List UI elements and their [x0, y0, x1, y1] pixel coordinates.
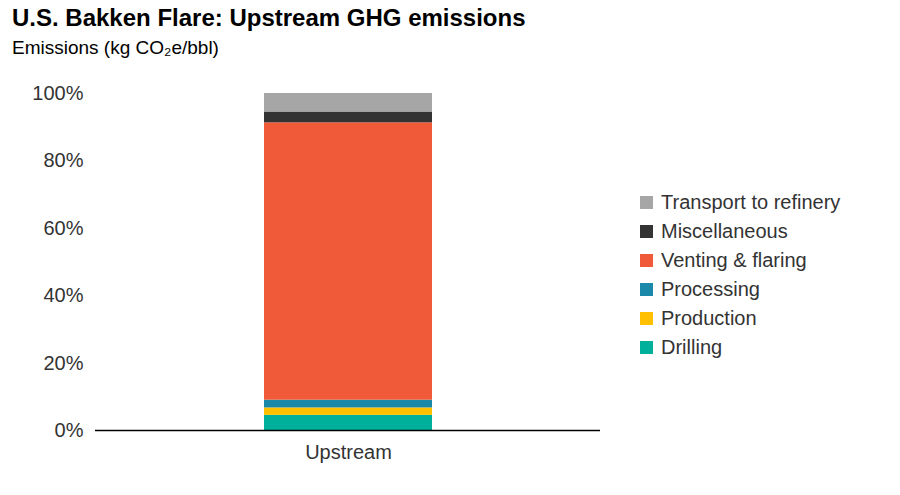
svg-text:60%: 60% — [43, 217, 83, 239]
html-text:Production: Production — [661, 307, 757, 329]
svg-text:40%: 40% — [43, 284, 83, 306]
html-text:Processing: Processing — [661, 278, 760, 300]
html-text:Miscellaneous: Miscellaneous — [661, 220, 788, 242]
svg-text:0%: 0% — [55, 419, 84, 441]
svg-text:20%: 20% — [43, 352, 83, 374]
svg-text:80%: 80% — [43, 149, 83, 171]
html-text:Emissions (kg CO₂e/bbl): Emissions (kg CO₂e/bbl) — [12, 37, 219, 58]
html-text:Transport to refinery: Transport to refinery — [661, 191, 841, 213]
svg-text:Upstream: Upstream — [305, 441, 392, 463]
svg-text:100%: 100% — [32, 82, 83, 104]
html-text:Venting & flaring: Venting & flaring — [661, 249, 807, 271]
html-text:Drilling: Drilling — [661, 336, 723, 358]
html-text:U.S. Bakken Flare: Upstream GH: U.S. Bakken Flare: Upstream GHG emission… — [12, 4, 526, 31]
